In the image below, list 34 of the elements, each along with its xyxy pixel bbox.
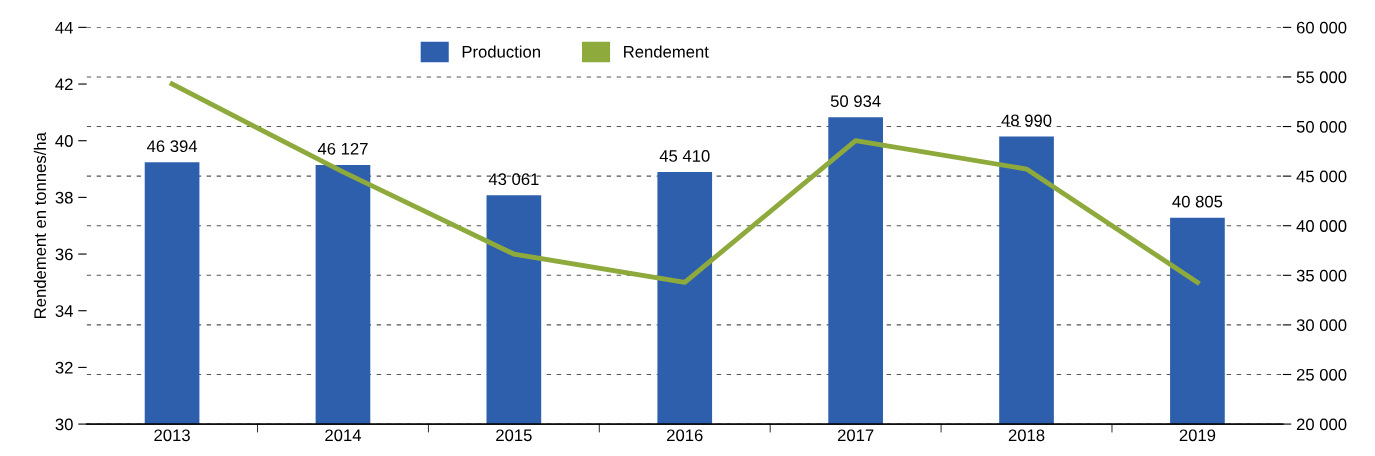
data-label: 46 394 — [146, 140, 198, 153]
legend-label: Production — [462, 45, 540, 58]
y-tick-label: 42 — [55, 78, 73, 91]
y-tick-label: 36 — [55, 248, 73, 261]
y-tick-label: 30 — [55, 418, 73, 431]
data-label: 45 410 — [659, 150, 710, 162]
y2-tick-label: 30 000 — [1296, 319, 1347, 332]
x-tick-label: 2015 — [496, 429, 532, 442]
y2-tick-label: 55 000 — [1296, 71, 1347, 84]
y-tick-label: 40 — [55, 135, 73, 147]
x-tick-label: 2016 — [667, 429, 703, 442]
x-tick-label: 2014 — [325, 429, 362, 442]
y-tick-label: 38 — [55, 191, 73, 204]
x-tick-label: 2019 — [1179, 429, 1216, 442]
data-label: 43 061 — [488, 173, 539, 186]
y-axis-title: Rendement en tonnes/ha — [33, 132, 47, 318]
y-tick-label: 44 — [55, 21, 73, 34]
x-tick-label: 2013 — [154, 429, 190, 442]
y2-tick-label: 50 000 — [1296, 120, 1347, 133]
y2-tick-label: 35 000 — [1296, 269, 1347, 282]
y2-tick-label: 25 000 — [1296, 368, 1347, 381]
y2-tick-label: 60 000 — [1296, 21, 1347, 34]
y2-tick-label: 40 000 — [1296, 220, 1347, 232]
legend-label: Rendement — [624, 45, 709, 58]
y2-tick-label: 20 000 — [1296, 418, 1347, 431]
x-tick-label: 2018 — [1008, 429, 1045, 442]
data-label: 50 934 — [830, 95, 881, 108]
y-tick-label: 32 — [55, 361, 73, 374]
data-label: 48 990 — [1001, 114, 1052, 127]
data-label: 46 127 — [317, 142, 368, 155]
x-tick-label: 2017 — [837, 429, 874, 442]
data-label: 40 805 — [1172, 195, 1223, 208]
y-tick-label: 34 — [55, 305, 73, 317]
y2-tick-label: 45 000 — [1296, 170, 1347, 183]
